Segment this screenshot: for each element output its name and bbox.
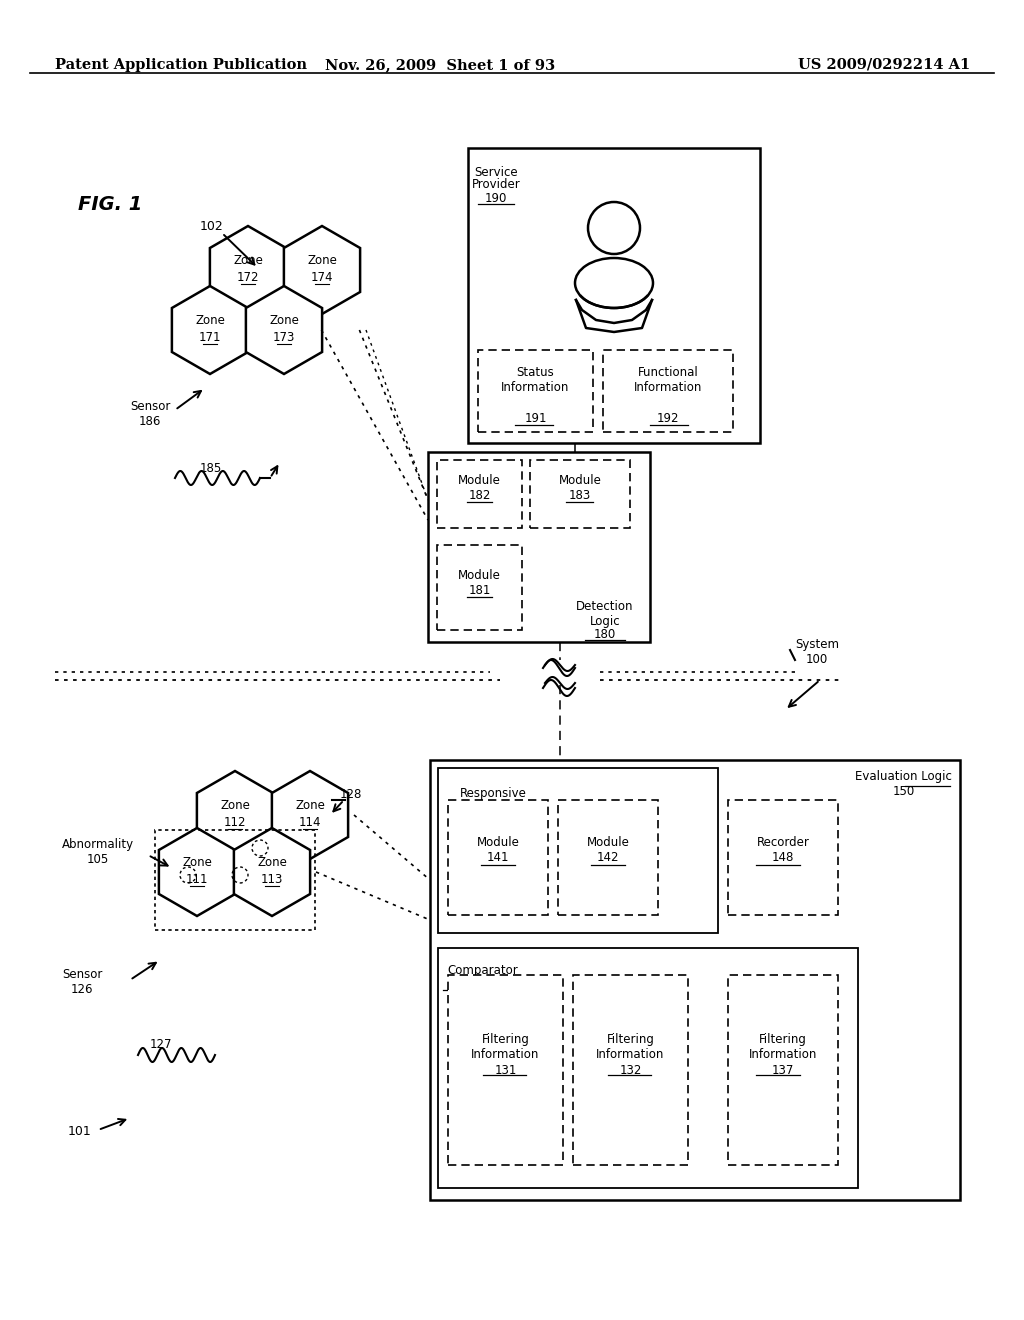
Text: 171: 171: [199, 331, 221, 345]
Text: Zone: Zone: [269, 314, 299, 327]
Bar: [437, 545, 522, 630]
Text: Detection
Logic: Detection Logic: [577, 601, 634, 628]
Text: Filtering
Information
132: Filtering Information 132: [596, 1034, 665, 1077]
Text: Filtering
Information
137: Filtering Information 137: [749, 1034, 817, 1077]
Text: 180: 180: [594, 627, 616, 640]
Text: Module
182: Module 182: [458, 474, 501, 502]
Bar: [728, 975, 838, 1166]
Text: Responsive
Protocol
140: Responsive Protocol 140: [460, 787, 526, 829]
Text: 127: 127: [150, 1038, 172, 1051]
Text: 172: 172: [237, 272, 259, 284]
Text: Abnormality
105: Abnormality 105: [62, 838, 134, 866]
Text: FIG. 1: FIG. 1: [78, 195, 142, 214]
Text: Zone: Zone: [182, 855, 212, 869]
Polygon shape: [246, 286, 323, 374]
Text: 192: 192: [656, 412, 679, 425]
Bar: [449, 800, 548, 915]
Text: Module
142: Module 142: [587, 836, 630, 865]
Text: Comparator
130: Comparator 130: [447, 964, 518, 993]
Text: 111: 111: [185, 874, 208, 887]
Text: Evaluation Logic
150: Evaluation Logic 150: [855, 770, 952, 799]
Bar: [478, 350, 593, 432]
Bar: [437, 459, 522, 528]
Text: 128: 128: [340, 788, 362, 801]
Bar: [558, 800, 658, 915]
Text: Zone: Zone: [257, 855, 287, 869]
Text: Zone: Zone: [220, 799, 250, 812]
Text: 113: 113: [261, 874, 284, 887]
Text: 174: 174: [310, 272, 333, 284]
Text: US 2009/0292214 A1: US 2009/0292214 A1: [798, 58, 970, 73]
Text: 191: 191: [524, 412, 547, 425]
Text: Status
Information: Status Information: [502, 366, 569, 393]
Bar: [438, 948, 858, 1188]
Bar: [530, 459, 630, 528]
Text: Sensor
186: Sensor 186: [130, 400, 170, 428]
Polygon shape: [233, 828, 310, 916]
Text: Filtering
Information
131: Filtering Information 131: [471, 1034, 540, 1077]
Polygon shape: [210, 226, 286, 314]
Text: Provider: Provider: [472, 178, 520, 191]
Bar: [430, 760, 961, 1200]
Bar: [449, 975, 563, 1166]
Bar: [603, 350, 733, 432]
Text: Zone: Zone: [307, 253, 337, 267]
Bar: [728, 800, 838, 915]
Text: Module
141: Module 141: [476, 836, 519, 865]
Text: Zone: Zone: [295, 799, 325, 812]
Text: 112: 112: [224, 816, 246, 829]
Text: Module
183: Module 183: [558, 474, 601, 502]
Text: Functional
Information: Functional Information: [634, 366, 702, 393]
Text: Module
181: Module 181: [458, 569, 501, 597]
Text: Service: Service: [474, 166, 518, 180]
Bar: [438, 768, 718, 933]
Polygon shape: [284, 226, 360, 314]
Text: Recorder
148: Recorder 148: [757, 836, 809, 865]
Text: Zone: Zone: [195, 314, 225, 327]
Text: 185: 185: [200, 462, 222, 475]
Text: 190: 190: [484, 191, 507, 205]
Text: Nov. 26, 2009  Sheet 1 of 93: Nov. 26, 2009 Sheet 1 of 93: [325, 58, 555, 73]
Text: System
100: System 100: [795, 638, 839, 667]
Text: Sensor
126: Sensor 126: [62, 968, 102, 997]
Bar: [573, 975, 688, 1166]
Polygon shape: [197, 771, 273, 859]
Bar: [428, 451, 650, 642]
Text: 101: 101: [68, 1125, 92, 1138]
Polygon shape: [272, 771, 348, 859]
Text: 173: 173: [272, 331, 295, 345]
Text: Patent Application Publication: Patent Application Publication: [55, 58, 307, 73]
Bar: [155, 830, 315, 931]
Text: Zone: Zone: [233, 253, 263, 267]
Polygon shape: [159, 828, 236, 916]
Text: 114: 114: [299, 816, 322, 829]
Bar: [468, 148, 760, 444]
Polygon shape: [172, 286, 248, 374]
Text: 102: 102: [200, 220, 224, 234]
